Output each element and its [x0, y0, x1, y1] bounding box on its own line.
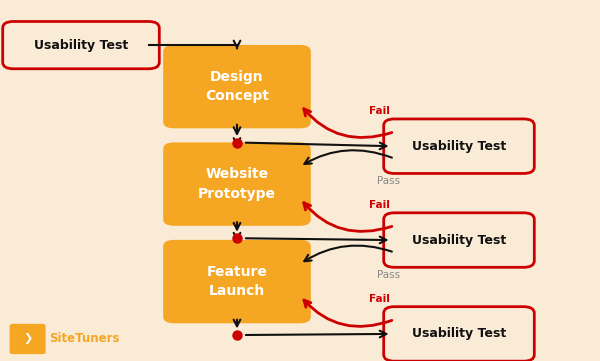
Text: Pass: Pass	[377, 270, 400, 280]
FancyBboxPatch shape	[384, 213, 534, 267]
FancyBboxPatch shape	[10, 324, 46, 354]
Text: Usability Test: Usability Test	[412, 234, 506, 247]
FancyBboxPatch shape	[384, 119, 534, 174]
FancyBboxPatch shape	[163, 45, 311, 129]
Text: Usability Test: Usability Test	[412, 140, 506, 153]
FancyBboxPatch shape	[163, 240, 311, 323]
Text: Usability Test: Usability Test	[412, 327, 506, 340]
Text: Usability Test: Usability Test	[34, 39, 128, 52]
FancyBboxPatch shape	[163, 143, 311, 226]
Text: Fail: Fail	[369, 106, 390, 116]
Text: SiteTuners: SiteTuners	[49, 332, 120, 345]
FancyBboxPatch shape	[3, 21, 160, 69]
Text: Feature
Launch: Feature Launch	[206, 265, 268, 298]
Text: Fail: Fail	[369, 200, 390, 210]
Text: Website
Prototype: Website Prototype	[198, 168, 276, 201]
Text: ❯: ❯	[23, 334, 32, 344]
Text: Pass: Pass	[377, 176, 400, 186]
FancyBboxPatch shape	[384, 307, 534, 361]
Text: Fail: Fail	[369, 294, 390, 304]
Text: Design
Concept: Design Concept	[205, 70, 269, 103]
